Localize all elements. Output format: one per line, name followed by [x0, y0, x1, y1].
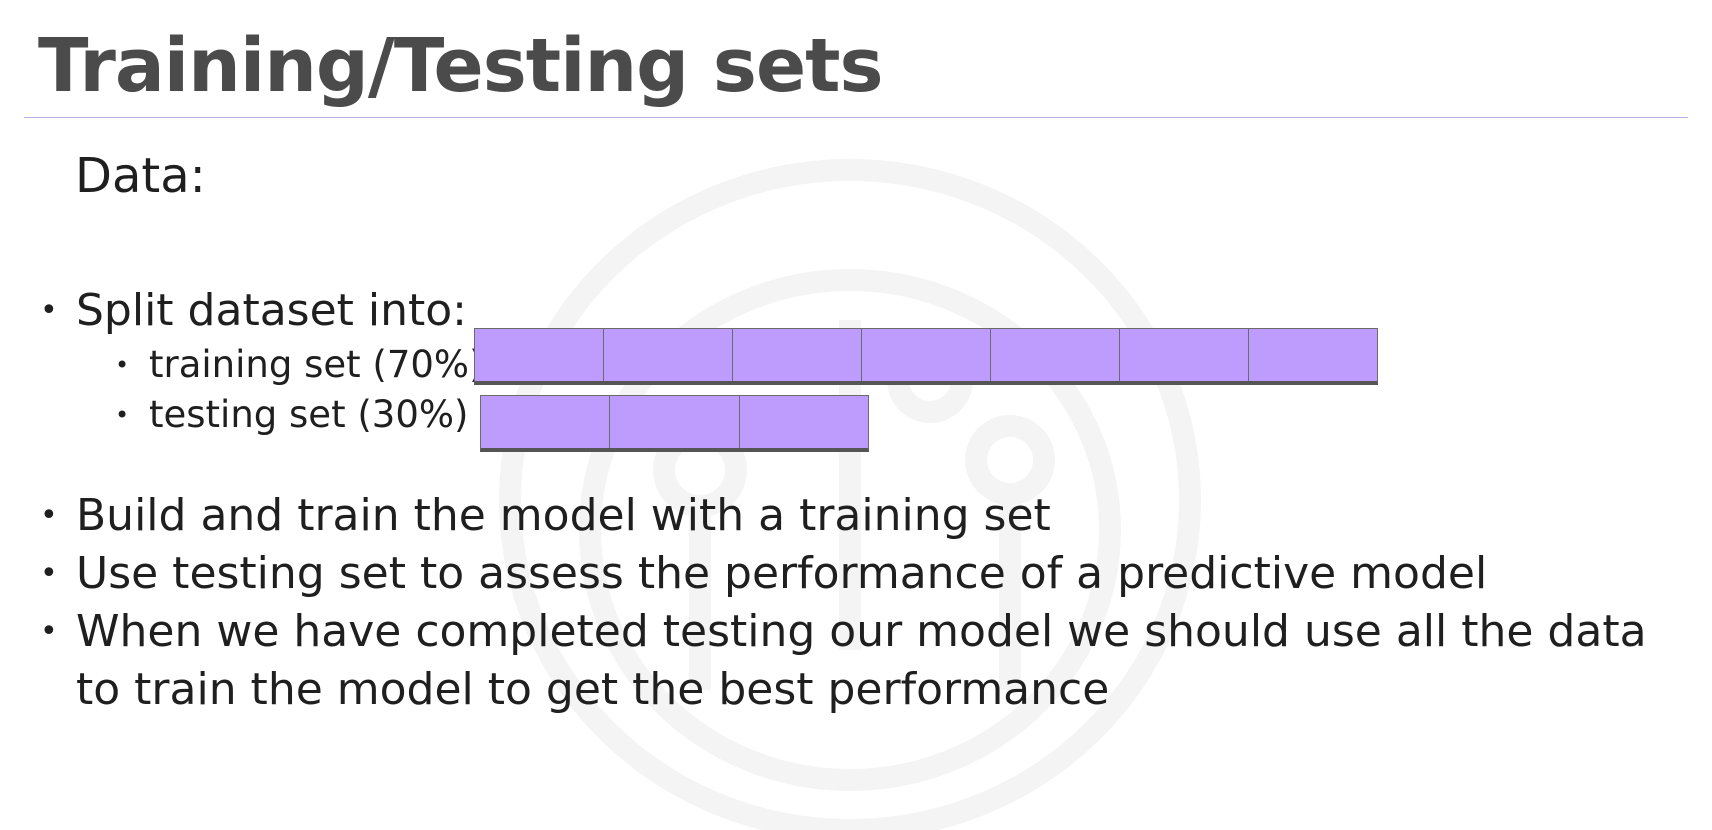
title-divider	[24, 117, 1688, 118]
training-label: training set (70%)	[149, 343, 484, 386]
bullet-text: Use testing set to assess the performanc…	[76, 548, 1488, 599]
training-bullet: • training set (70%)	[115, 343, 484, 387]
bullet-text: to train the model to get the best perfo…	[76, 664, 1110, 715]
bullet-assess: • Use testing set to assess the performa…	[40, 548, 1488, 601]
bullet-icon: •	[40, 293, 58, 328]
bullet-use-all-data: • When we have completed testing our mod…	[40, 606, 1647, 659]
training-set-bar	[474, 328, 1378, 385]
testing-set-bar	[480, 395, 869, 452]
bullet-icon: •	[40, 498, 58, 533]
testing-bar-cell	[740, 396, 868, 448]
bullet-text: When we have completed testing our model…	[76, 606, 1647, 657]
data-heading: Data:	[75, 148, 206, 204]
bullet-build-train: • Build and train the model with a train…	[40, 490, 1051, 543]
bullet-icon: •	[40, 614, 58, 649]
sub-bullet-icon: •	[115, 401, 130, 429]
training-bar-cell	[1120, 329, 1249, 381]
testing-bullet: • testing set (30%)	[115, 393, 469, 437]
watermark-logo	[499, 159, 1201, 830]
bullet-text: Build and train the model with a trainin…	[76, 490, 1051, 541]
bullet-icon: •	[40, 556, 58, 591]
training-bar-cell	[1249, 329, 1377, 381]
split-bullet: • Split dataset into:	[40, 285, 467, 338]
training-bar-cell	[604, 329, 733, 381]
slide-title: Training/Testing sets	[38, 23, 884, 109]
training-bar-cell	[475, 329, 604, 381]
sub-bullet-icon: •	[115, 351, 130, 379]
testing-bar-cell	[481, 396, 611, 448]
training-bar-cell	[862, 329, 991, 381]
split-label: Split dataset into:	[76, 285, 467, 336]
training-bar-cell	[991, 329, 1120, 381]
bullet-use-all-data-continued: to train the model to get the best perfo…	[76, 664, 1109, 717]
testing-bar-cell	[610, 396, 740, 448]
training-bar-cell	[733, 329, 862, 381]
testing-label: testing set (30%)	[149, 393, 469, 436]
